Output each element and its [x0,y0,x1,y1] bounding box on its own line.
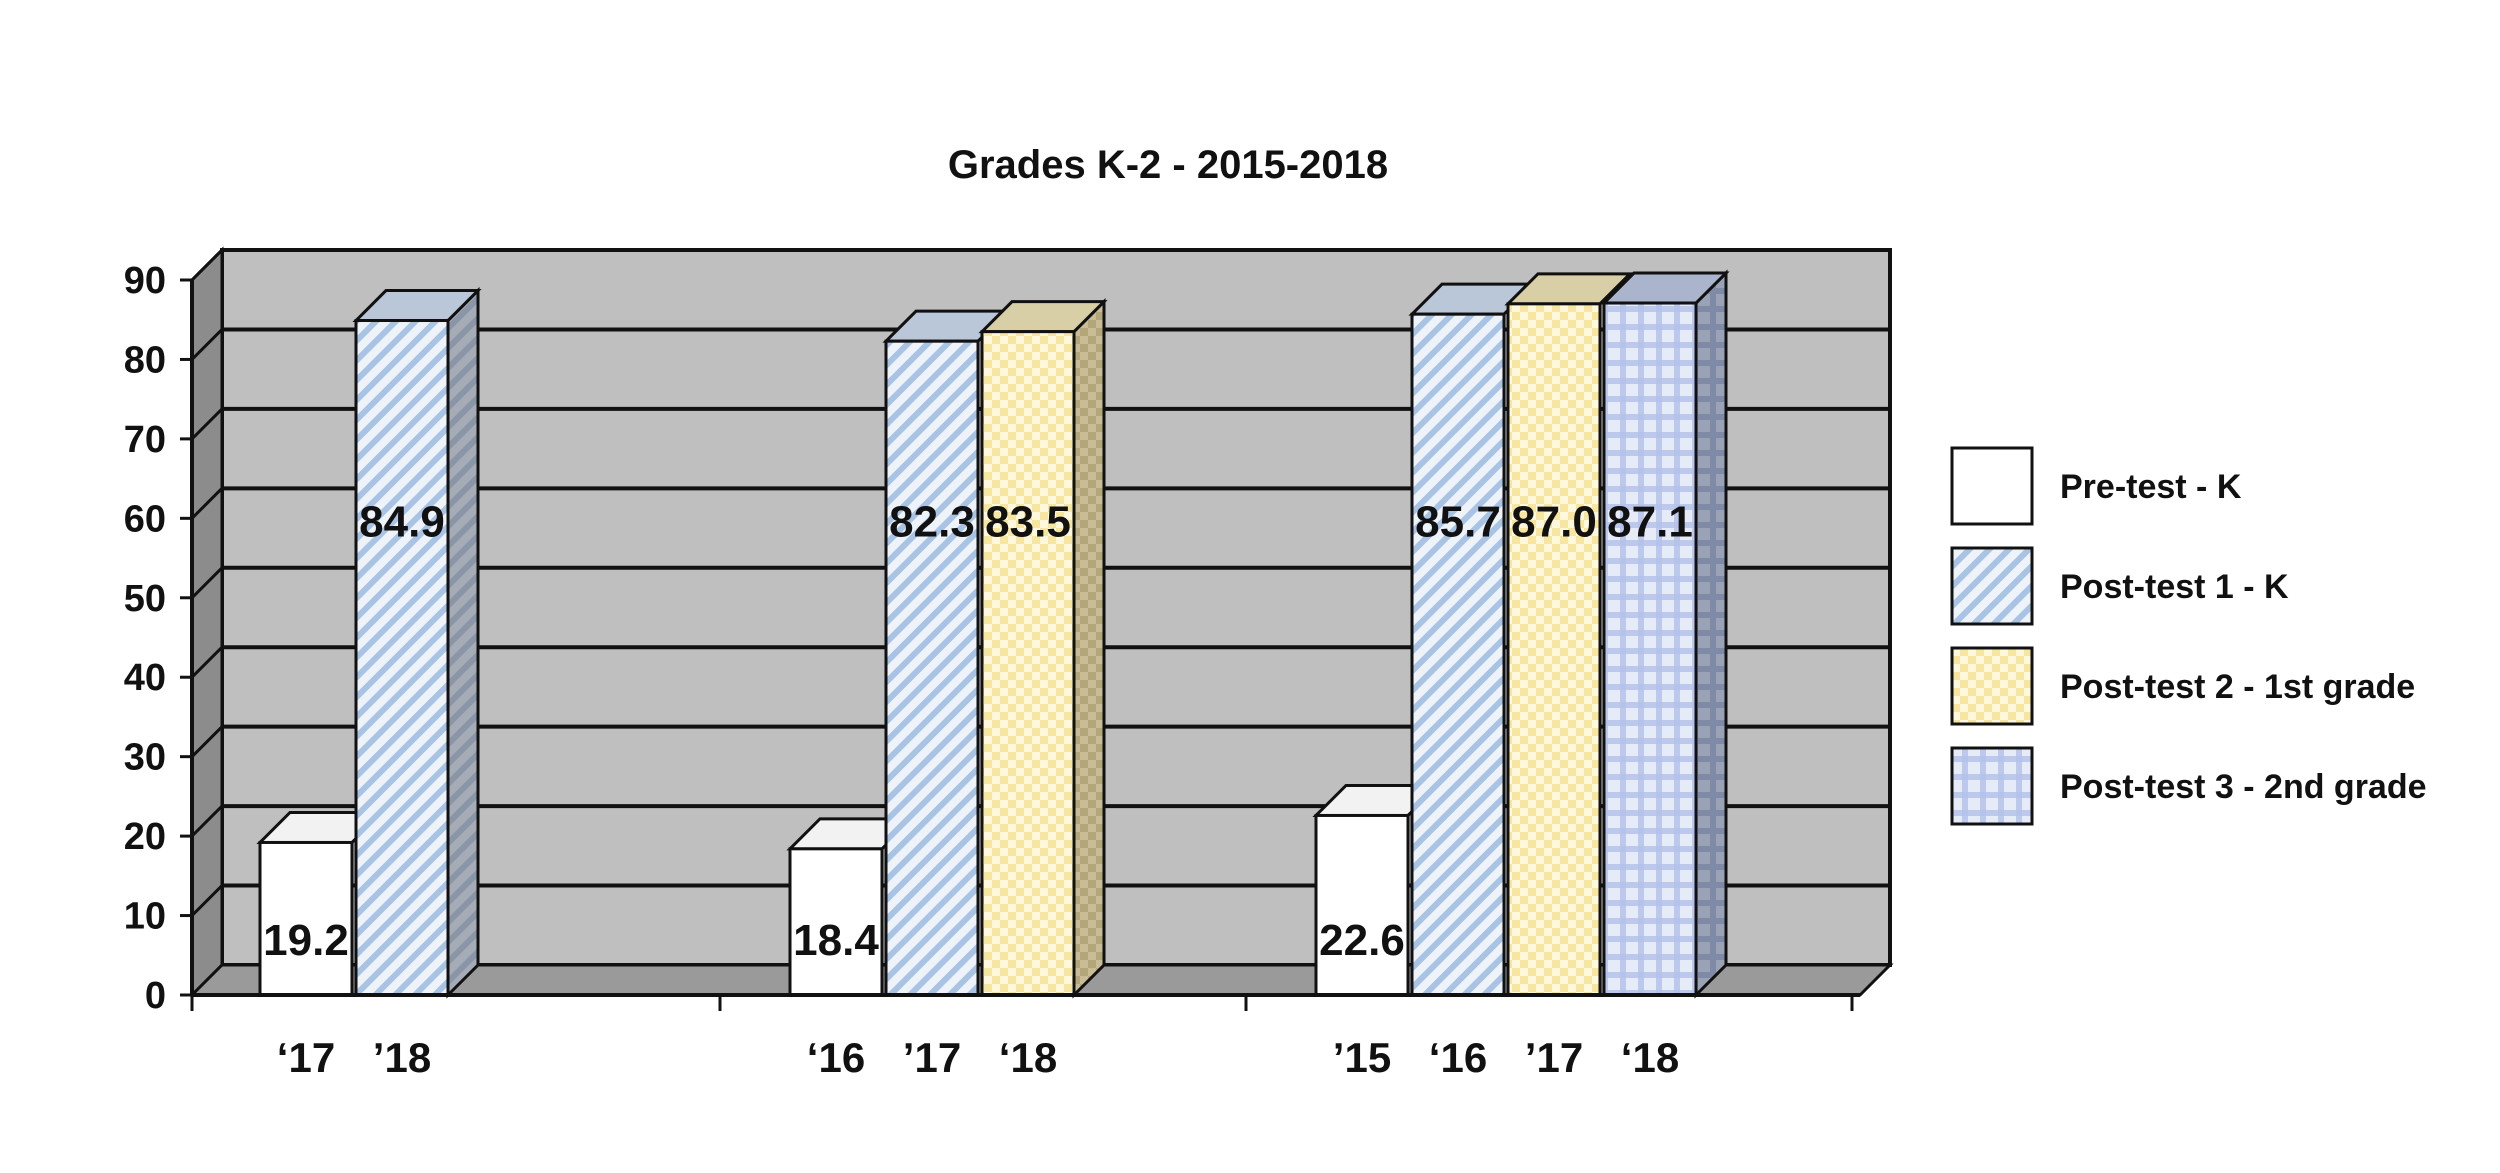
y-tick-label: 80 [124,339,166,381]
bar [354,319,450,997]
bar-group: 87.1 [1600,269,1730,999]
data-label: 84.9 [359,497,445,546]
y-tick-label: 30 [124,737,166,779]
y-tick-label: 90 [124,260,166,302]
bar [1506,302,1602,997]
x-axis: ‘17 ’18 ‘16 ’17 ‘18 ’15 ‘16 ’17 ‘18 [190,993,1860,1081]
x-category-label: ’18 [373,1034,431,1081]
plot-side-wall [190,246,224,999]
gridline-side [190,805,224,838]
y-tick-label: 40 [124,657,166,699]
y-axis: 0 10 20 30 40 50 60 70 80 90 [124,260,194,1017]
data-label: 87.0 [1511,497,1597,546]
data-label: 83.5 [985,497,1071,546]
bars: 19.2 84.9 18.4 82.3 83.5 22.6 85.7 87.0 87.1 [256,269,1730,999]
bar-group: 22.6 [1312,783,1442,997]
bar-side [1694,269,1728,999]
data-label: 22.6 [1319,916,1405,965]
legend-swatch [1950,746,2034,826]
y-tick-label: 50 [124,578,166,620]
gridline-side [190,328,224,361]
bar-group: 83.5 [978,298,1108,999]
bar-group: 18.4 [786,817,916,997]
data-label: 87.1 [1607,497,1693,546]
gridline-side [190,566,224,599]
x-category-label: ‘18 [1621,1034,1679,1081]
y-tick-label: 10 [124,896,166,938]
y-tick-label: 60 [124,498,166,540]
legend-swatch [1950,646,2034,726]
x-category-label: ’15 [1333,1034,1391,1081]
bar [788,847,884,997]
x-category-label: ’17 [903,1034,961,1081]
bar-group: 84.9 [352,286,482,999]
legend-label: Post-test 1 - K [2060,568,2289,606]
legend-label: Post-test 2 - 1st grade [2060,668,2415,706]
legend-label: Pre-test - K [2060,468,2242,506]
bar-group: 82.3 [882,309,1012,997]
legend: Pre-test - K Post-test 1 - K Post-test 2 -… [1950,446,2427,826]
y-tick-label: 0 [145,975,166,1017]
bar [1314,813,1410,997]
bar [1602,301,1698,997]
bar-side [446,286,480,999]
y-tick-label: 20 [124,816,166,858]
bar-group: 85.7 [1408,282,1538,997]
gridline-side [190,725,224,758]
x-category-label: ‘16 [807,1034,865,1081]
bar [258,840,354,997]
gridline-side [190,646,224,679]
legend-item: Post-test 3 - 2nd grade [1950,746,2427,826]
bar-group: 87.0 [1504,272,1634,997]
bar [884,339,980,997]
bar [1410,312,1506,997]
legend-item: Post-test 1 - K [1950,546,2289,626]
legend-swatch [1950,546,2034,626]
data-label: 19.2 [263,916,349,965]
bar-side [1072,298,1106,999]
gridline-side [190,487,224,520]
legend-swatch [1950,446,2034,526]
x-category-label: ’17 [1525,1034,1583,1081]
data-label: 82.3 [889,497,975,546]
data-label: 18.4 [793,916,879,965]
x-category-label: ‘17 [277,1034,335,1081]
gridline-side [190,248,224,282]
x-category-label: ‘16 [1429,1034,1487,1081]
gridline-side [190,884,224,917]
bar [980,330,1076,997]
gridline-side [190,407,224,440]
legend-item: Post-test 2 - 1st grade [1950,646,2415,726]
y-tick-label: 70 [124,419,166,461]
legend-item: Pre-test - K [1950,446,2242,526]
data-label: 85.7 [1415,497,1501,546]
chart-title: Grades K-2 - 2015-2018 [948,143,1388,187]
legend-label: Post-test 3 - 2nd grade [2060,768,2427,806]
x-category-label: ‘18 [999,1034,1057,1081]
bar-group: 19.2 [256,810,386,997]
